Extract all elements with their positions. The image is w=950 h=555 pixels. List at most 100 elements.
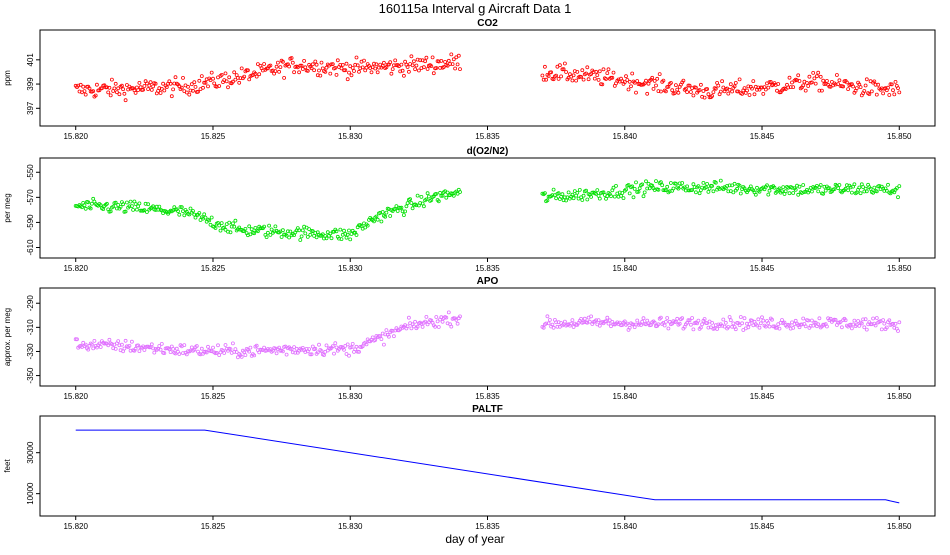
data-point — [451, 193, 456, 198]
data-point — [596, 318, 601, 323]
data-point — [554, 73, 558, 78]
data-point — [543, 191, 547, 196]
data-point — [631, 195, 636, 200]
data-point — [307, 227, 312, 232]
data-point — [314, 62, 319, 67]
data-point — [781, 185, 786, 190]
data-point — [818, 183, 823, 187]
data-point — [305, 69, 310, 73]
data-point — [395, 209, 400, 213]
data-point — [624, 187, 628, 192]
data-point — [330, 344, 335, 349]
data-point — [439, 193, 444, 198]
data-point — [375, 70, 380, 75]
data-point — [287, 235, 292, 240]
data-point — [689, 322, 693, 327]
data-point — [692, 185, 697, 190]
data-point — [405, 324, 410, 329]
data-point — [571, 325, 576, 329]
data-point — [391, 63, 396, 68]
data-point — [801, 183, 806, 187]
data-point — [357, 349, 361, 354]
data-point — [702, 95, 707, 100]
data-point — [290, 350, 295, 355]
data-point — [732, 84, 737, 89]
data-point — [702, 317, 707, 321]
data-point — [144, 210, 149, 214]
data-point — [191, 209, 195, 213]
data-point — [354, 233, 359, 237]
data-point — [400, 209, 405, 214]
data-point — [574, 78, 578, 83]
data-point — [439, 59, 444, 63]
data-point — [664, 319, 668, 324]
data-point — [642, 190, 647, 195]
data-point — [298, 63, 303, 68]
data-point — [825, 324, 829, 329]
data-point — [181, 76, 185, 80]
data-point — [310, 62, 315, 67]
data-point — [122, 346, 127, 351]
data-point — [725, 183, 729, 188]
data-point — [444, 195, 449, 200]
data-point — [141, 87, 146, 92]
data-point — [687, 83, 692, 88]
data-point — [541, 325, 546, 330]
data-point — [317, 342, 321, 347]
data-point — [111, 204, 116, 209]
data-point — [701, 89, 706, 93]
data-point — [103, 85, 108, 90]
data-point — [188, 206, 193, 211]
x-tick-label: 15.845 — [750, 264, 775, 273]
data-point — [273, 224, 278, 229]
data-point — [580, 68, 585, 73]
data-point — [713, 180, 718, 185]
data-point — [705, 87, 709, 91]
data-point — [579, 316, 583, 321]
data-point — [611, 185, 616, 190]
data-point — [226, 85, 230, 90]
data-point — [228, 230, 233, 235]
data-point — [82, 89, 87, 93]
series-points — [73, 52, 902, 103]
data-point — [149, 342, 154, 347]
data-point — [75, 337, 79, 342]
data-point — [854, 86, 859, 90]
data-point — [357, 69, 361, 74]
data-point — [858, 85, 863, 89]
data-point — [188, 348, 193, 353]
data-point — [278, 65, 283, 69]
data-point — [159, 341, 164, 346]
data-point — [106, 343, 111, 348]
data-point — [123, 338, 128, 343]
data-point — [863, 83, 868, 88]
data-point — [438, 66, 443, 70]
data-point — [863, 317, 868, 322]
data-point — [373, 66, 378, 71]
data-point — [197, 211, 202, 215]
data-point — [330, 62, 335, 66]
data-point — [233, 218, 238, 223]
data-point — [339, 237, 344, 242]
data-point — [187, 92, 192, 97]
data-point — [303, 231, 308, 236]
data-point — [859, 321, 864, 326]
x-tick-label: 15.830 — [338, 132, 363, 141]
data-point — [93, 93, 98, 98]
data-point — [742, 86, 747, 90]
y-tick-label: -350 — [26, 367, 35, 384]
data-point — [621, 196, 626, 201]
data-point — [823, 188, 828, 193]
data-point — [864, 189, 869, 194]
data-point — [705, 181, 709, 186]
data-point — [605, 194, 610, 199]
data-point — [825, 79, 829, 83]
data-point — [408, 197, 413, 202]
data-point — [763, 324, 768, 329]
data-point — [783, 189, 788, 194]
data-point — [223, 227, 228, 232]
data-point — [669, 181, 673, 185]
x-tick-label: 15.825 — [201, 264, 226, 273]
data-point — [581, 193, 586, 198]
data-point — [727, 183, 732, 188]
